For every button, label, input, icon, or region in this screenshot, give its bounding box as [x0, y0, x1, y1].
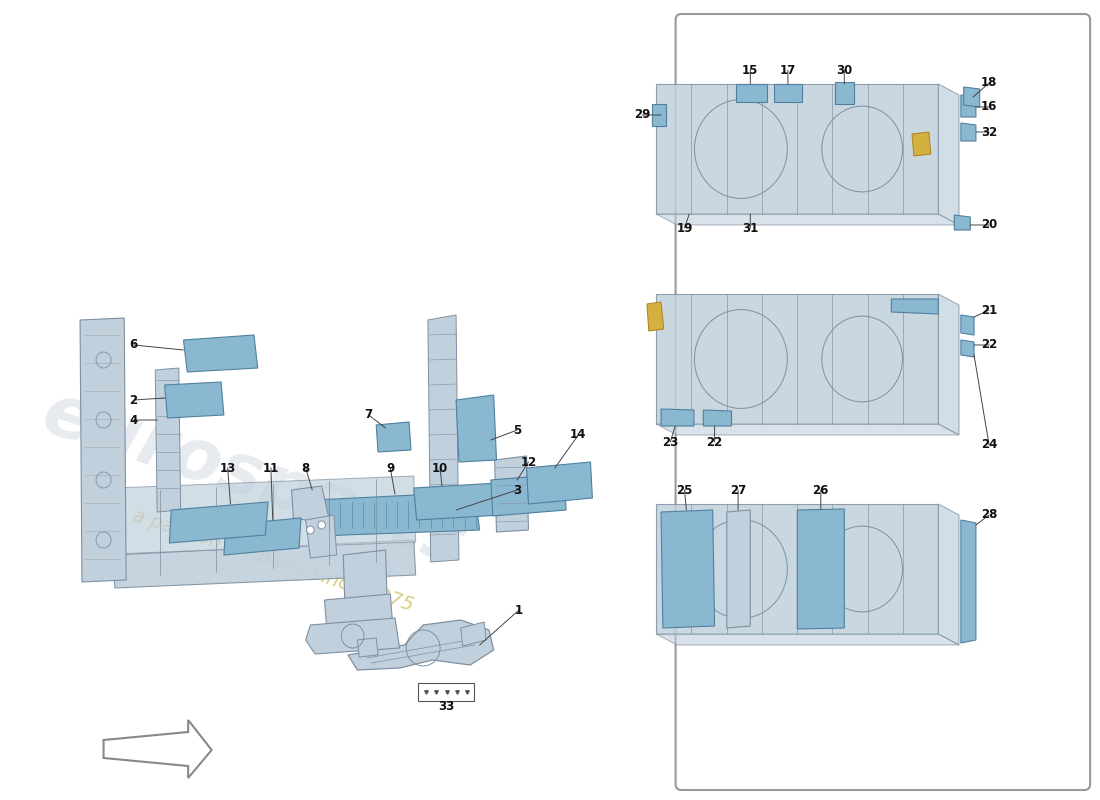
Text: 8: 8 [301, 462, 310, 474]
Polygon shape [80, 318, 126, 582]
Polygon shape [961, 95, 976, 117]
Polygon shape [961, 520, 976, 643]
Text: eurosparts: eurosparts [33, 379, 475, 581]
Text: 20: 20 [981, 218, 998, 231]
Polygon shape [495, 456, 528, 532]
Polygon shape [703, 410, 732, 426]
Text: 21: 21 [981, 303, 998, 317]
Circle shape [318, 521, 326, 529]
Text: 27: 27 [730, 483, 746, 497]
Polygon shape [306, 618, 399, 654]
Text: 17: 17 [780, 63, 796, 77]
Text: 4: 4 [130, 414, 138, 426]
Text: 9: 9 [386, 462, 395, 474]
Polygon shape [647, 302, 663, 331]
FancyBboxPatch shape [418, 683, 474, 701]
Polygon shape [938, 294, 959, 435]
Polygon shape [798, 509, 845, 629]
Polygon shape [727, 510, 750, 628]
FancyBboxPatch shape [675, 14, 1090, 790]
Polygon shape [456, 395, 496, 462]
Polygon shape [414, 483, 502, 520]
Polygon shape [155, 368, 180, 512]
Polygon shape [912, 132, 931, 156]
Polygon shape [184, 335, 257, 372]
Text: 29: 29 [634, 109, 650, 122]
Polygon shape [961, 123, 976, 141]
Text: 5: 5 [513, 423, 521, 437]
Text: 14: 14 [570, 429, 586, 442]
Polygon shape [324, 594, 393, 635]
Polygon shape [938, 84, 959, 225]
Polygon shape [292, 486, 334, 542]
Text: a passion for parts since 1975: a passion for parts since 1975 [774, 459, 937, 521]
Circle shape [307, 526, 315, 534]
Text: 12: 12 [520, 455, 537, 469]
Polygon shape [114, 476, 416, 554]
Text: 3: 3 [513, 483, 521, 497]
Polygon shape [964, 87, 980, 107]
Polygon shape [315, 492, 480, 536]
Text: 10: 10 [432, 462, 448, 474]
Text: a passion for parts since 1975: a passion for parts since 1975 [130, 506, 416, 614]
Polygon shape [657, 84, 938, 214]
Text: 25: 25 [676, 483, 693, 497]
Text: 31: 31 [742, 222, 758, 234]
Text: 7: 7 [364, 409, 373, 422]
Text: 13: 13 [220, 462, 235, 474]
Polygon shape [657, 424, 959, 435]
Text: 2: 2 [130, 394, 138, 406]
Polygon shape [891, 299, 938, 314]
Polygon shape [491, 474, 566, 516]
Polygon shape [657, 634, 959, 645]
Polygon shape [955, 215, 970, 230]
Polygon shape [657, 294, 938, 424]
Polygon shape [428, 315, 459, 562]
Text: 28: 28 [981, 509, 998, 522]
Polygon shape [736, 84, 767, 102]
Text: 16: 16 [981, 101, 998, 114]
Text: 26: 26 [813, 483, 829, 497]
Polygon shape [358, 638, 378, 657]
Polygon shape [835, 82, 854, 104]
Polygon shape [657, 504, 938, 634]
Text: 1: 1 [515, 603, 524, 617]
Polygon shape [224, 518, 301, 555]
Text: 18: 18 [981, 77, 998, 90]
Polygon shape [773, 84, 802, 102]
Polygon shape [113, 540, 416, 588]
Text: 33: 33 [439, 699, 454, 713]
Text: 15: 15 [742, 63, 759, 77]
Text: 23: 23 [662, 435, 679, 449]
Polygon shape [165, 382, 224, 418]
Text: 22: 22 [981, 338, 998, 351]
Polygon shape [348, 620, 494, 670]
Polygon shape [169, 502, 268, 543]
Polygon shape [376, 422, 411, 452]
Text: eurosparts: eurosparts [727, 385, 965, 495]
Text: 22: 22 [706, 435, 723, 449]
Text: 32: 32 [981, 126, 998, 138]
Text: 19: 19 [676, 222, 693, 234]
Polygon shape [527, 462, 593, 504]
Polygon shape [651, 104, 666, 126]
Polygon shape [961, 315, 974, 335]
Polygon shape [343, 550, 387, 614]
Polygon shape [961, 340, 974, 357]
Text: 24: 24 [981, 438, 998, 451]
Text: 6: 6 [130, 338, 138, 351]
Polygon shape [661, 409, 694, 426]
Polygon shape [657, 214, 959, 225]
Polygon shape [306, 515, 337, 558]
Text: 11: 11 [263, 462, 279, 474]
Text: 30: 30 [836, 63, 852, 77]
Polygon shape [461, 622, 486, 646]
Polygon shape [661, 510, 715, 628]
Polygon shape [938, 504, 959, 645]
Polygon shape [103, 720, 211, 778]
